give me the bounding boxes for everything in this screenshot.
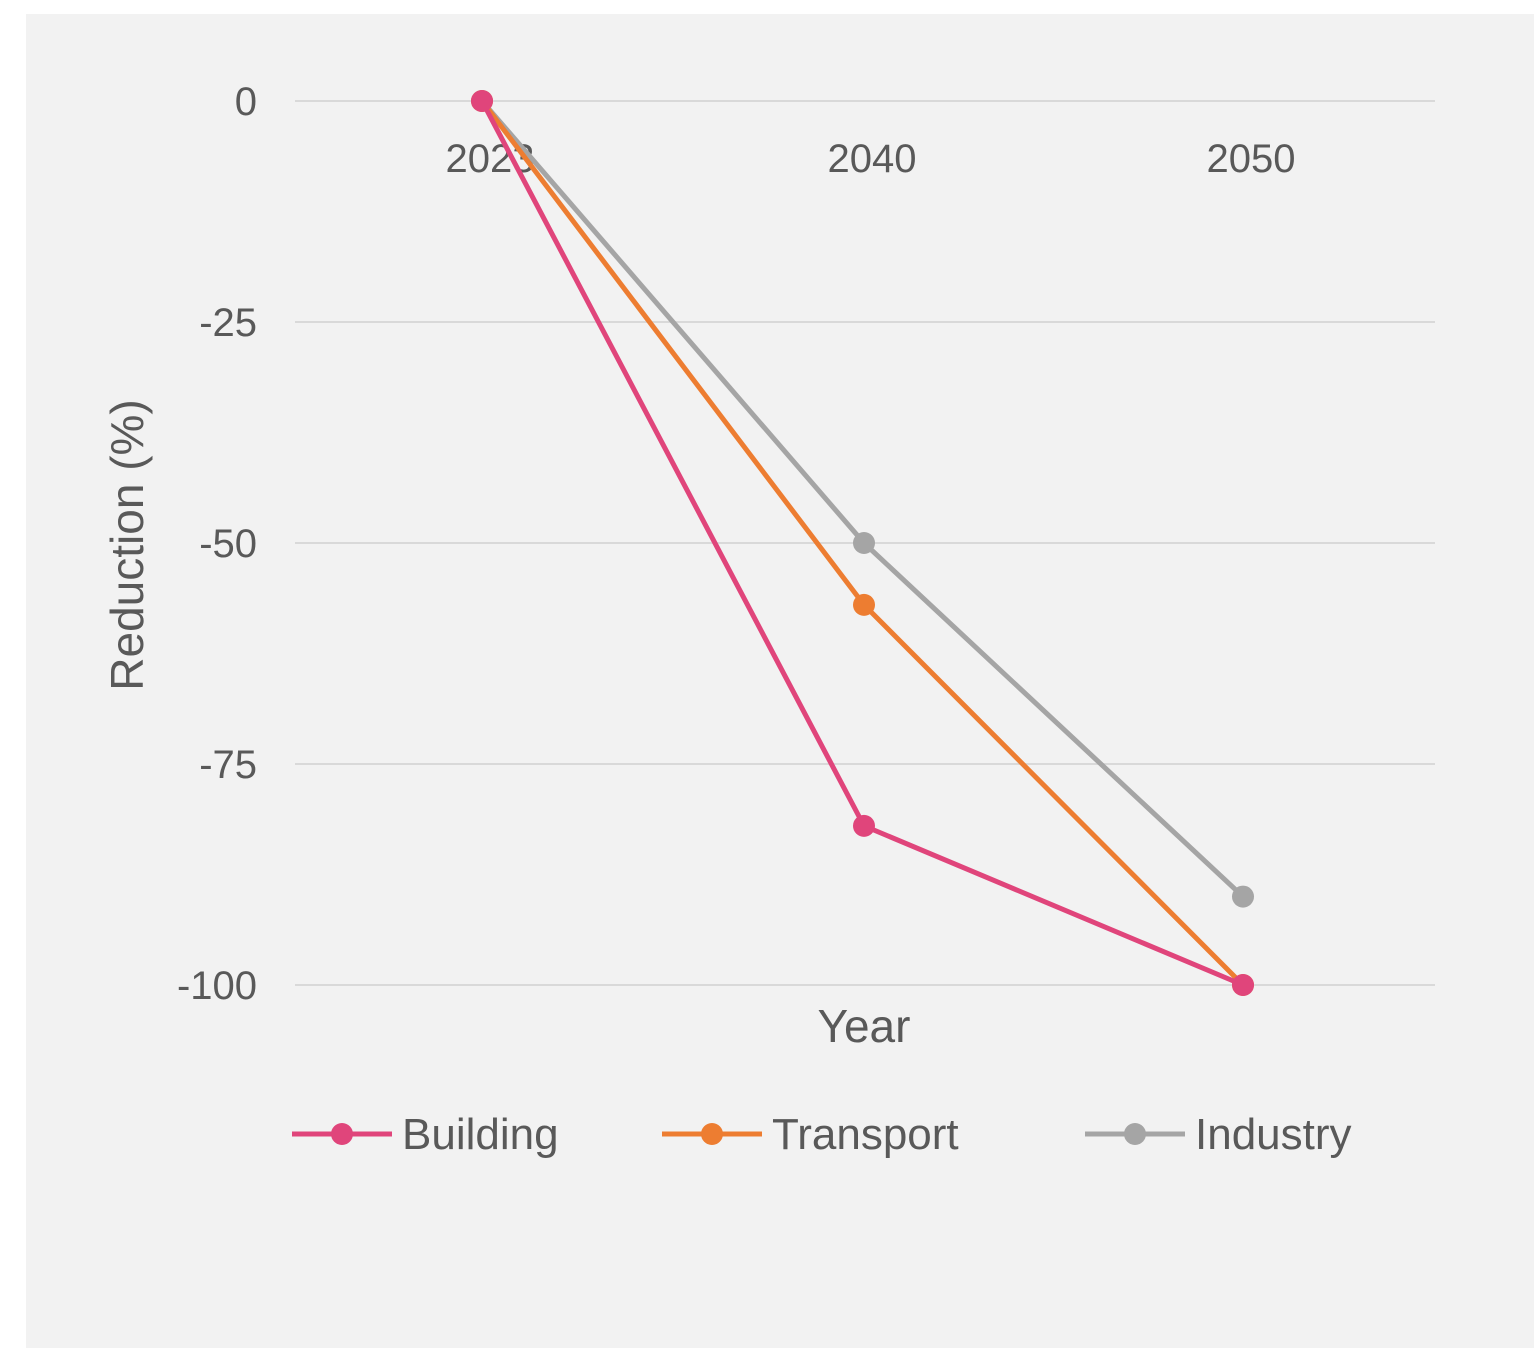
legend-label: Building <box>402 1110 559 1159</box>
legend: Building Transport Industry <box>292 1110 1352 1159</box>
y-axis-ticks: 0 -25 -50 -75 -100 <box>177 80 257 1008</box>
data-point <box>1232 885 1254 908</box>
y-tick-label: -100 <box>177 964 257 1008</box>
chart-area <box>26 14 1534 1348</box>
data-point <box>1232 974 1254 996</box>
x-tick-label: 2050 <box>1207 137 1296 181</box>
y-tick-label: -75 <box>199 743 257 787</box>
y-tick-label: 0 <box>235 80 257 124</box>
series-industry <box>471 90 1254 908</box>
y-axis-title: Reduction (%) <box>101 399 153 690</box>
legend-item-industry: Industry <box>1085 1110 1352 1159</box>
y-tick-label: -50 <box>199 522 257 566</box>
legend-marker <box>331 1123 353 1145</box>
series-line <box>479 98 1246 900</box>
data-point <box>471 90 493 112</box>
series-building <box>471 90 1254 996</box>
legend-item-transport: Transport <box>662 1110 959 1159</box>
legend-marker <box>1124 1123 1146 1145</box>
series-lines <box>471 90 1254 996</box>
x-tick-label: 2040 <box>828 137 917 181</box>
x-axis-title: Year <box>818 1000 911 1052</box>
data-point <box>853 593 875 616</box>
legend-marker <box>701 1123 723 1145</box>
legend-label: Industry <box>1195 1110 1352 1159</box>
y-tick-label: -25 <box>199 301 257 345</box>
data-point <box>853 814 875 837</box>
legend-label: Transport <box>772 1110 959 1159</box>
x-axis-ticks: 2023 2040 2050 <box>446 137 1296 181</box>
legend-item-building: Building <box>292 1110 559 1159</box>
data-point <box>853 532 875 554</box>
